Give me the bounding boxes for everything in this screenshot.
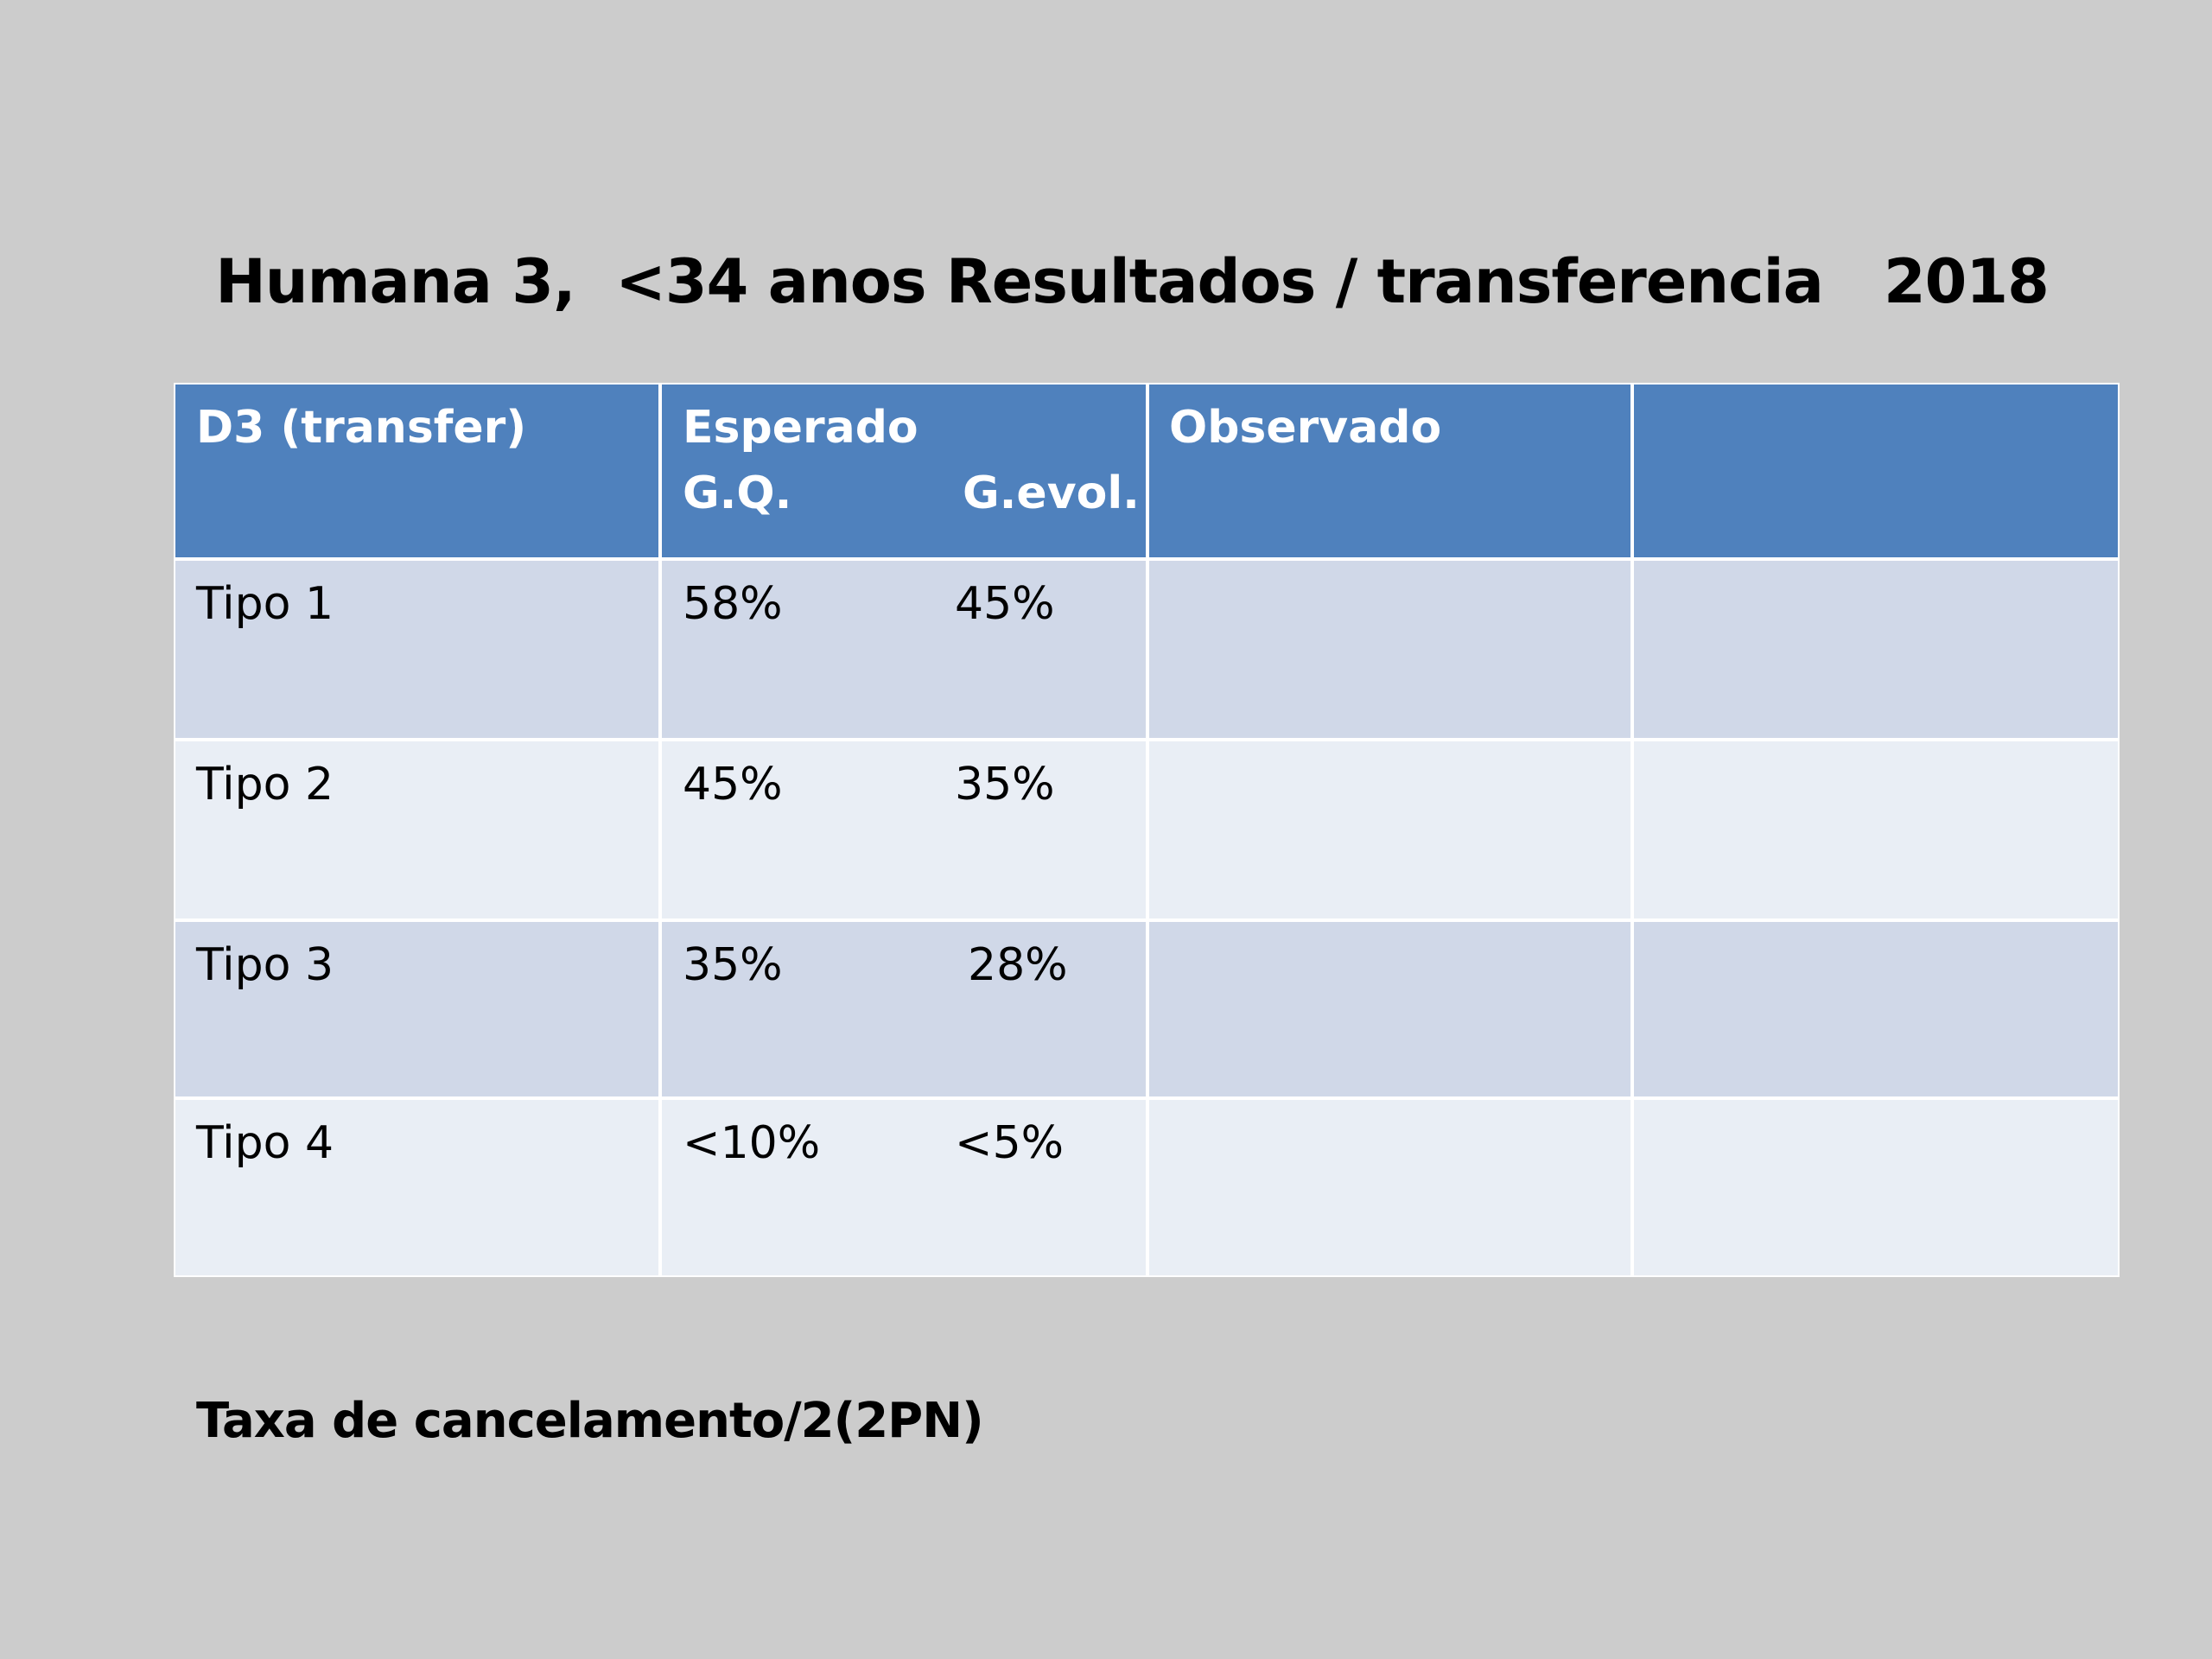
row-label: Tipo 2 (196, 759, 334, 810)
body-cell (1632, 1098, 2120, 1277)
header-cell (1147, 383, 1632, 559)
cell-text: 35% (955, 759, 1055, 810)
body-cell (1632, 740, 2120, 920)
row-label: Tipo 1 (196, 578, 334, 630)
row-label: Tipo 3 (196, 939, 334, 991)
body-cell (660, 740, 1147, 920)
cell-text: <5% (955, 1117, 1065, 1169)
body-cell (660, 559, 1147, 740)
header-text: Esperado (683, 402, 918, 454)
body-cell (174, 1098, 660, 1277)
header-text: D3 (transfer) (196, 402, 527, 454)
cell-text: 45% (683, 759, 783, 810)
cell-text: 28% (968, 939, 1068, 991)
body-cell (1632, 559, 2120, 740)
body-cell (660, 1098, 1147, 1277)
body-cell (174, 920, 660, 1098)
body-cell (660, 920, 1147, 1098)
footer-note: Taxa de cancelamento/2(2PN) (196, 1393, 984, 1449)
slide-title: Humana 3, <34 anos Resultados / transfer… (215, 246, 2050, 317)
body-cell (1147, 559, 1632, 740)
body-cell (1147, 920, 1632, 1098)
body-cell (1632, 920, 2120, 1098)
body-cell (174, 559, 660, 740)
header-cell (660, 383, 1147, 559)
header-cell (1632, 383, 2120, 559)
body-cell (1147, 1098, 1632, 1277)
cell-text: 45% (955, 578, 1055, 630)
body-cell (174, 740, 660, 920)
header-subtext: G.evol. (963, 467, 1140, 519)
row-label: Tipo 4 (196, 1117, 334, 1169)
body-cell (1147, 740, 1632, 920)
cell-text: <10% (683, 1117, 821, 1169)
cell-text: 58% (683, 578, 783, 630)
header-cell (174, 383, 660, 559)
header-text: Observado (1169, 402, 1442, 454)
header-subtext: G.Q. (683, 467, 792, 519)
cell-text: 35% (683, 939, 783, 991)
